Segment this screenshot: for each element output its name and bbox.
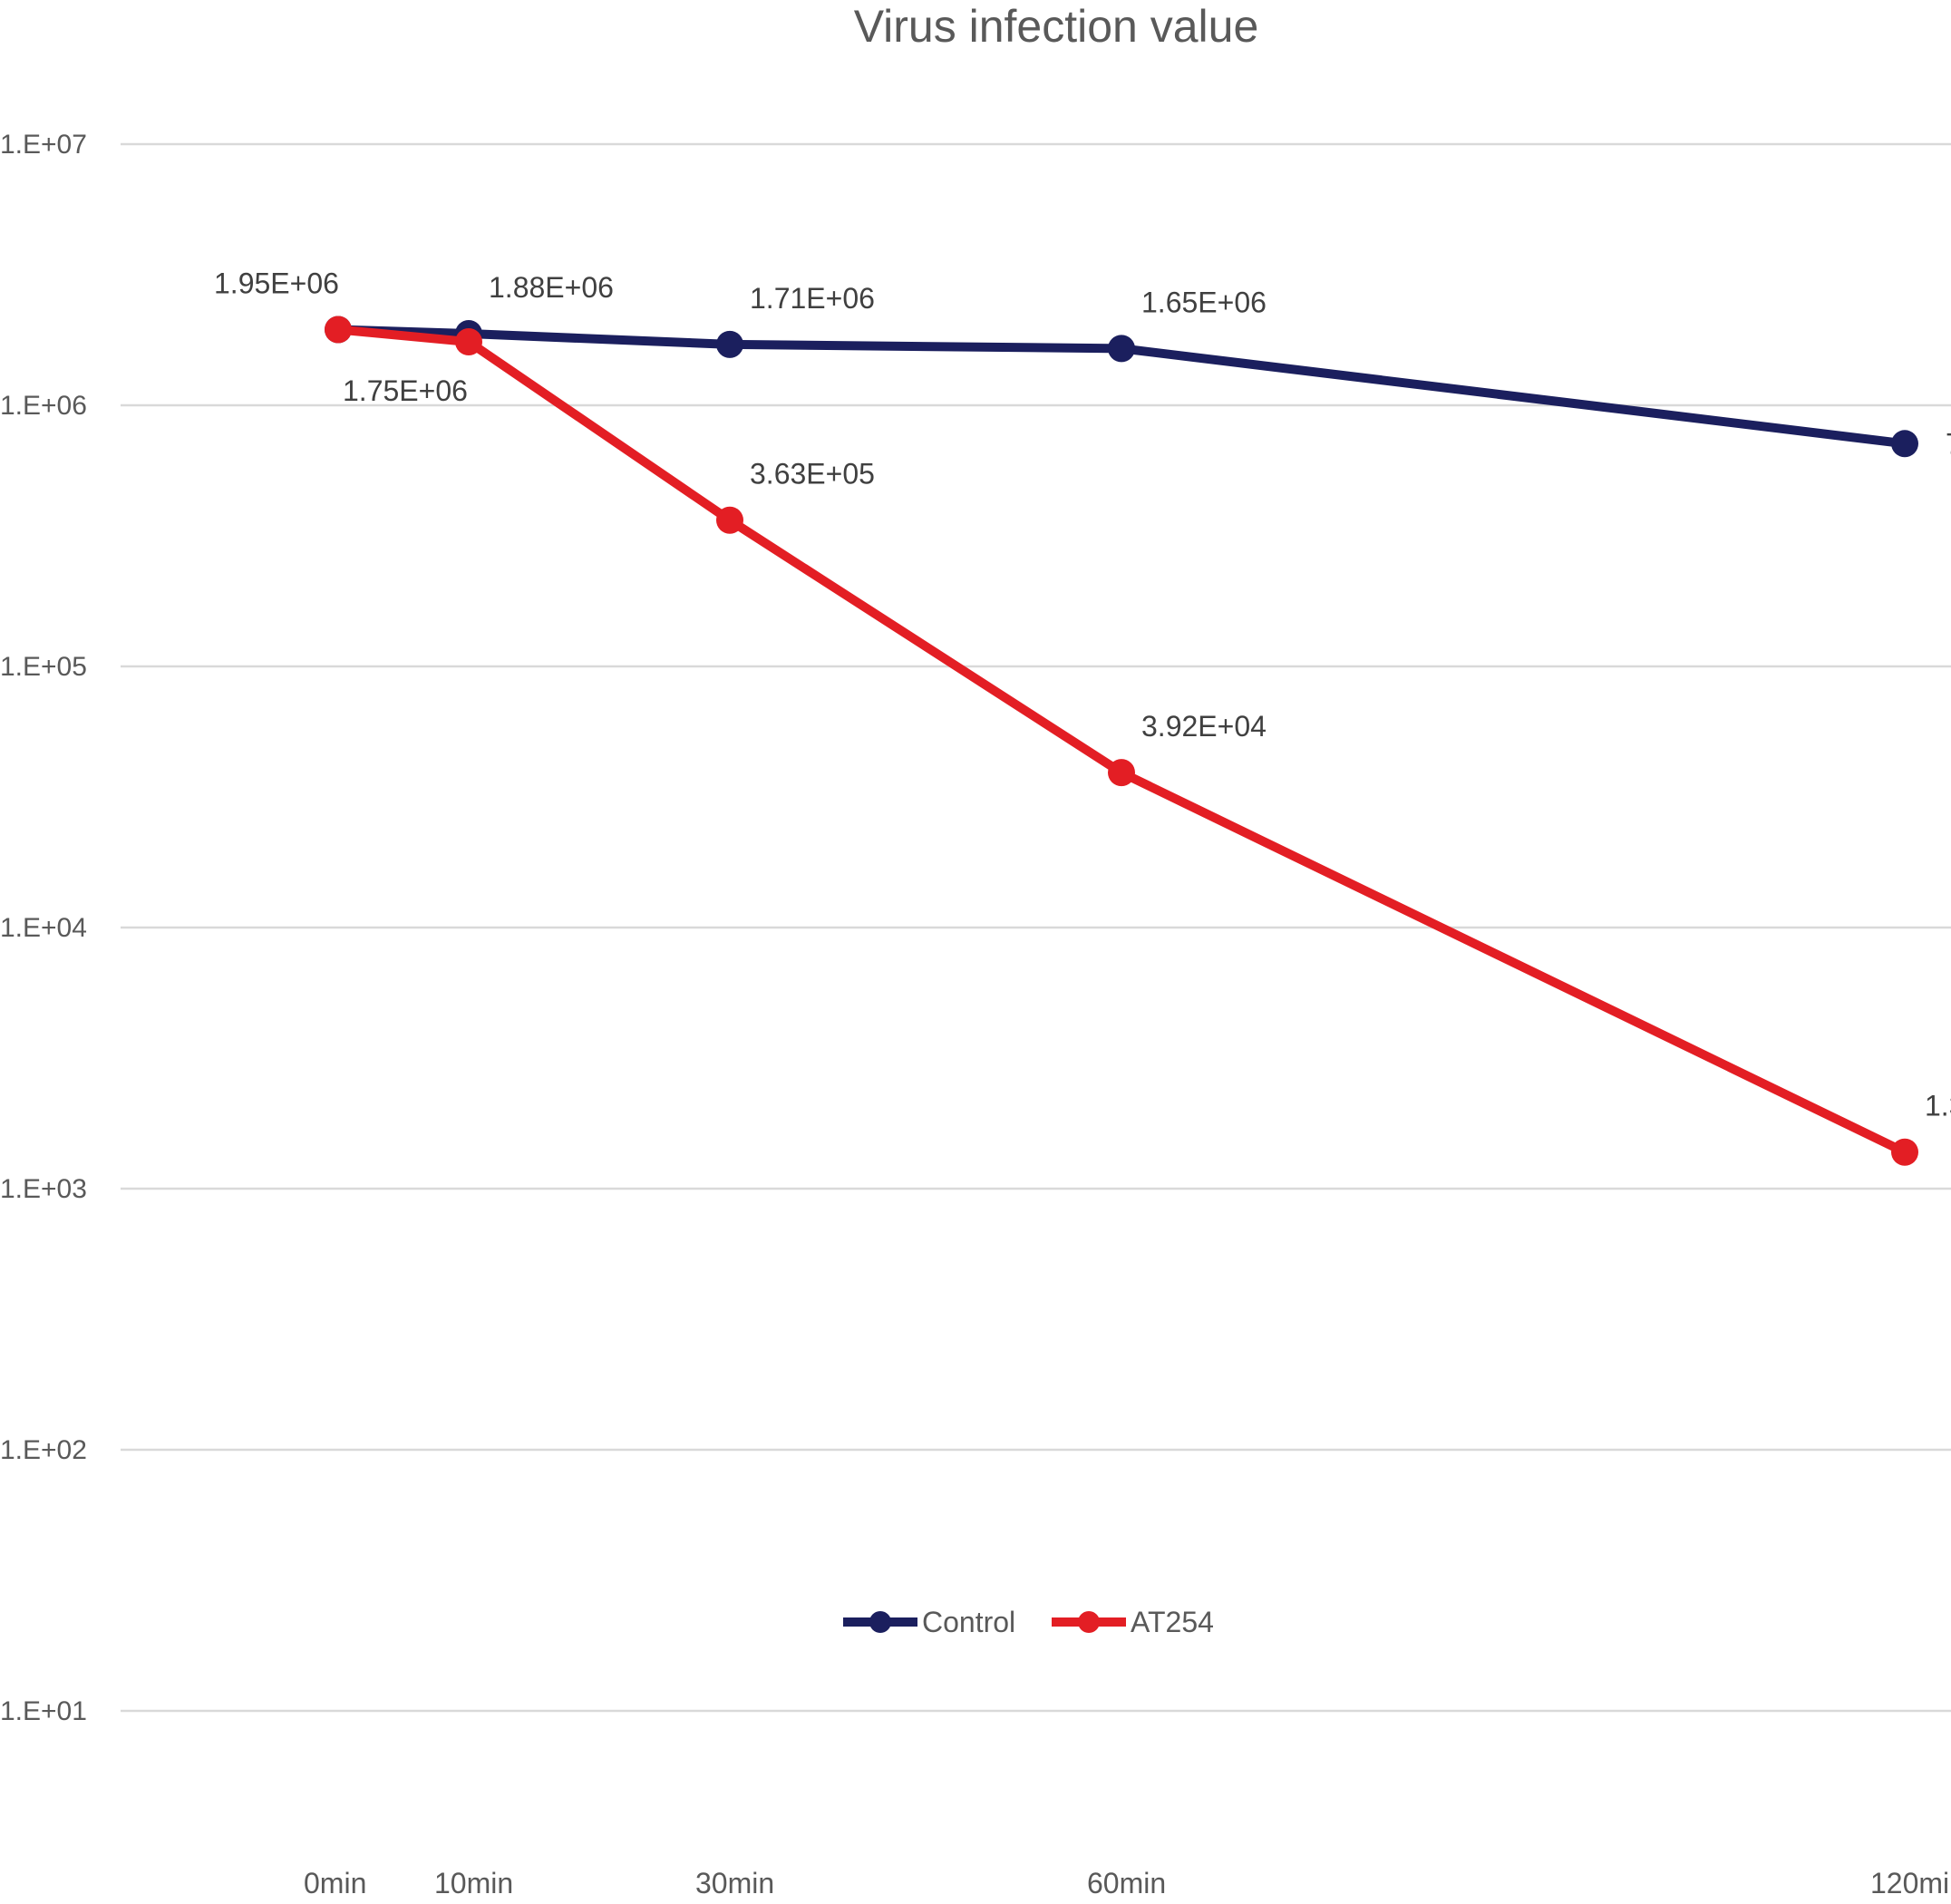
data-label-at254-3: 3.92E+04 (1141, 710, 1267, 743)
data-point-control-2 (716, 330, 743, 358)
legend-label: Control (922, 1606, 1015, 1638)
data-label-at254-1: 1.75E+06 (343, 374, 468, 407)
legend-marker-swatch (869, 1611, 891, 1633)
x-tick-label: 120min (1870, 1867, 1951, 1899)
data-point-control-3 (1108, 335, 1135, 363)
x-tick-label: 10min (434, 1867, 513, 1899)
data-label-at254-4: 1.38E+03 (1925, 1090, 1951, 1122)
x-tick-label: 0min (304, 1867, 366, 1899)
x-axis-ticks: 0min 10min 30min 60min 120min (304, 1867, 1951, 1899)
legend: Control AT254 (843, 1606, 1214, 1638)
data-point-at254-3 (1108, 759, 1135, 787)
y-tick-label: 1.E+01 (0, 1696, 87, 1726)
data-labels: 1.95E+06 1.88E+06 1.71E+06 1.65E+06 7.13E+05… (214, 267, 1951, 1122)
grid-layer (121, 142, 1951, 1713)
data-point-at254-1 (455, 328, 482, 356)
y-tick-label: 1.E+05 (0, 652, 87, 682)
series-layer (325, 316, 1918, 1166)
data-point-at254-2 (716, 506, 743, 534)
y-axis-ticks: 1.E+07 1.E+06 1.E+05 1.E+04 1.E+03 1.E+02 1.E+… (0, 130, 87, 1726)
data-point-at254-0 (325, 316, 352, 344)
data-point-control-4 (1891, 430, 1918, 458)
data-label-control-0: 1.95E+06 (214, 267, 339, 299)
data-label-control-1: 1.88E+06 (489, 271, 614, 304)
y-tick-label: 1.E+02 (0, 1435, 87, 1465)
chart-title: Virus infection value (854, 1, 1259, 52)
x-tick-label: 60min (1087, 1867, 1166, 1899)
y-tick-label: 1.E+03 (0, 1174, 87, 1204)
data-label-control-4: 7.13E+05 (1946, 427, 1951, 460)
data-label-control-3: 1.65E+06 (1141, 286, 1267, 318)
data-point-at254-4 (1891, 1138, 1918, 1166)
series-line-at254 (337, 325, 1907, 1157)
data-label-at254-2: 3.63E+05 (750, 458, 875, 491)
legend-item-control: Control (843, 1606, 1015, 1638)
legend-label: AT254 (1131, 1606, 1214, 1638)
legend-marker-swatch (1078, 1611, 1100, 1633)
x-tick-label: 30min (695, 1867, 774, 1899)
data-label-control-2: 1.71E+06 (750, 282, 875, 315)
y-tick-label: 1.E+07 (0, 130, 87, 160)
legend-item-at254: AT254 (1052, 1606, 1214, 1638)
y-tick-label: 1.E+06 (0, 391, 87, 421)
y-tick-label: 1.E+04 (0, 913, 87, 943)
